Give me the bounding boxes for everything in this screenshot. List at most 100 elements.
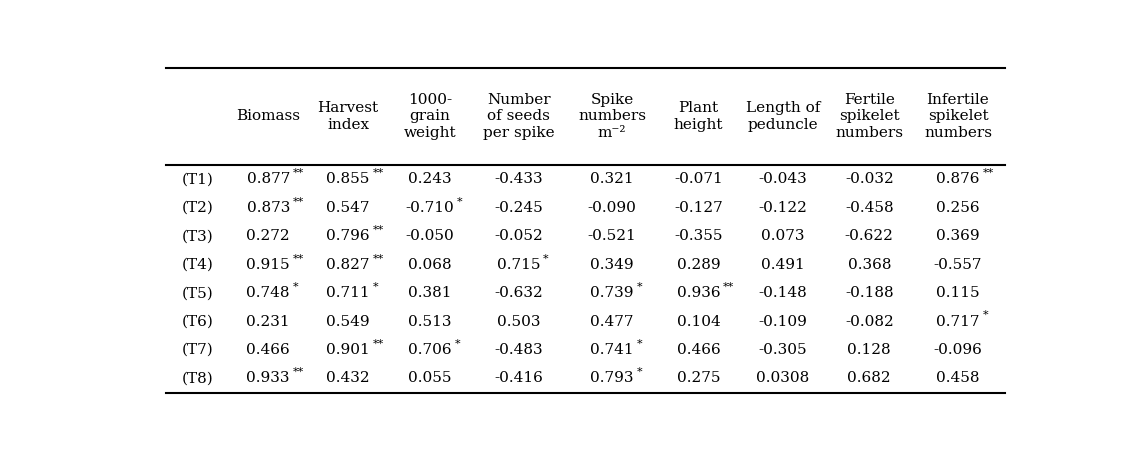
Text: Plant
height: Plant height [674,101,723,132]
Text: -0.433: -0.433 [494,172,544,186]
Text: 0.876: 0.876 [936,172,980,186]
Text: -0.127: -0.127 [674,201,723,215]
Text: 0.491: 0.491 [761,258,805,272]
Text: -0.632: -0.632 [494,286,544,300]
Text: *: * [293,282,298,292]
Text: 0.741: 0.741 [590,343,633,357]
Text: 0.073: 0.073 [761,229,805,243]
Text: 0.915: 0.915 [247,258,290,272]
Text: 0.711: 0.711 [326,286,370,300]
Text: 0.272: 0.272 [247,229,290,243]
Text: 0.369: 0.369 [936,229,980,243]
Text: 0.739: 0.739 [591,286,633,300]
Text: 0.0308: 0.0308 [757,371,809,386]
Text: (T1): (T1) [182,172,213,186]
Text: 0.901: 0.901 [326,343,370,357]
Text: 0.368: 0.368 [847,258,891,272]
Text: **: ** [293,168,304,178]
Text: Fertile
spikelet
numbers: Fertile spikelet numbers [835,93,904,140]
Text: -0.622: -0.622 [845,229,893,243]
Text: *: * [637,282,642,292]
Text: 0.503: 0.503 [497,315,540,329]
Text: 0.115: 0.115 [936,286,980,300]
Text: 0.321: 0.321 [590,172,633,186]
Text: -0.521: -0.521 [587,229,637,243]
Text: 0.477: 0.477 [591,315,633,329]
Text: -0.082: -0.082 [845,315,893,329]
Text: 0.715: 0.715 [497,258,540,272]
Text: **: ** [293,197,304,207]
Text: -0.090: -0.090 [587,201,637,215]
Text: 0.547: 0.547 [326,201,370,215]
Text: -0.355: -0.355 [674,229,723,243]
Text: *: * [457,197,463,207]
Text: 0.796: 0.796 [326,229,370,243]
Text: *: * [372,282,378,292]
Text: -0.148: -0.148 [759,286,807,300]
Text: 0.877: 0.877 [247,172,290,186]
Text: 0.513: 0.513 [408,315,452,329]
Text: 0.068: 0.068 [408,258,452,272]
Text: **: ** [372,168,383,178]
Text: -0.483: -0.483 [494,343,544,357]
Text: **: ** [293,254,304,264]
Text: (T8): (T8) [182,371,213,386]
Text: -0.043: -0.043 [759,172,807,186]
Text: (T7): (T7) [182,343,213,357]
Text: (T3): (T3) [182,229,213,243]
Text: -0.710: -0.710 [406,201,454,215]
Text: -0.416: -0.416 [494,371,544,386]
Text: -0.071: -0.071 [674,172,723,186]
Text: -0.245: -0.245 [494,201,544,215]
Text: 0.289: 0.289 [677,258,721,272]
Text: 0.466: 0.466 [247,343,290,357]
Text: 0.855: 0.855 [326,172,370,186]
Text: Spike
numbers
m⁻²: Spike numbers m⁻² [578,93,646,140]
Text: Infertile
spikelet
numbers: Infertile spikelet numbers [924,93,992,140]
Text: 0.682: 0.682 [847,371,891,386]
Text: **: ** [723,282,734,292]
Text: -0.032: -0.032 [845,172,893,186]
Text: 0.827: 0.827 [326,258,370,272]
Text: -0.050: -0.050 [406,229,454,243]
Text: 0.936: 0.936 [677,286,721,300]
Text: **: ** [372,225,383,235]
Text: -0.109: -0.109 [758,315,807,329]
Text: -0.122: -0.122 [758,201,807,215]
Text: 0.256: 0.256 [936,201,980,215]
Text: -0.096: -0.096 [934,343,982,357]
Text: 0.349: 0.349 [590,258,633,272]
Text: Length of
peduncle: Length of peduncle [745,101,819,132]
Text: 0.748: 0.748 [247,286,290,300]
Text: (T4): (T4) [182,258,213,272]
Text: 0.381: 0.381 [408,286,452,300]
Text: -0.188: -0.188 [845,286,893,300]
Text: Harvest
index: Harvest index [317,101,379,132]
Text: -0.557: -0.557 [934,258,982,272]
Text: **: ** [372,254,383,264]
Text: 0.873: 0.873 [247,201,290,215]
Text: 0.055: 0.055 [408,371,452,386]
Text: (T5): (T5) [182,286,213,300]
Text: Number
of seeds
per spike: Number of seeds per spike [483,93,555,140]
Text: 0.243: 0.243 [408,172,452,186]
Text: 0.104: 0.104 [677,315,721,329]
Text: *: * [637,367,642,377]
Text: *: * [454,339,460,349]
Text: 0.549: 0.549 [326,315,370,329]
Text: 0.275: 0.275 [677,371,720,386]
Text: 0.432: 0.432 [326,371,370,386]
Text: **: ** [372,339,383,349]
Text: 0.706: 0.706 [408,343,452,357]
Text: (T6): (T6) [182,315,213,329]
Text: Biomass: Biomass [237,110,300,123]
Text: 0.933: 0.933 [247,371,290,386]
Text: **: ** [982,168,993,178]
Text: 0.128: 0.128 [847,343,891,357]
Text: 0.793: 0.793 [591,371,633,386]
Text: 1000-
grain
weight: 1000- grain weight [404,93,456,140]
Text: *: * [637,339,642,349]
Text: -0.458: -0.458 [845,201,893,215]
Text: 0.717: 0.717 [936,315,980,329]
Text: 0.458: 0.458 [936,371,980,386]
